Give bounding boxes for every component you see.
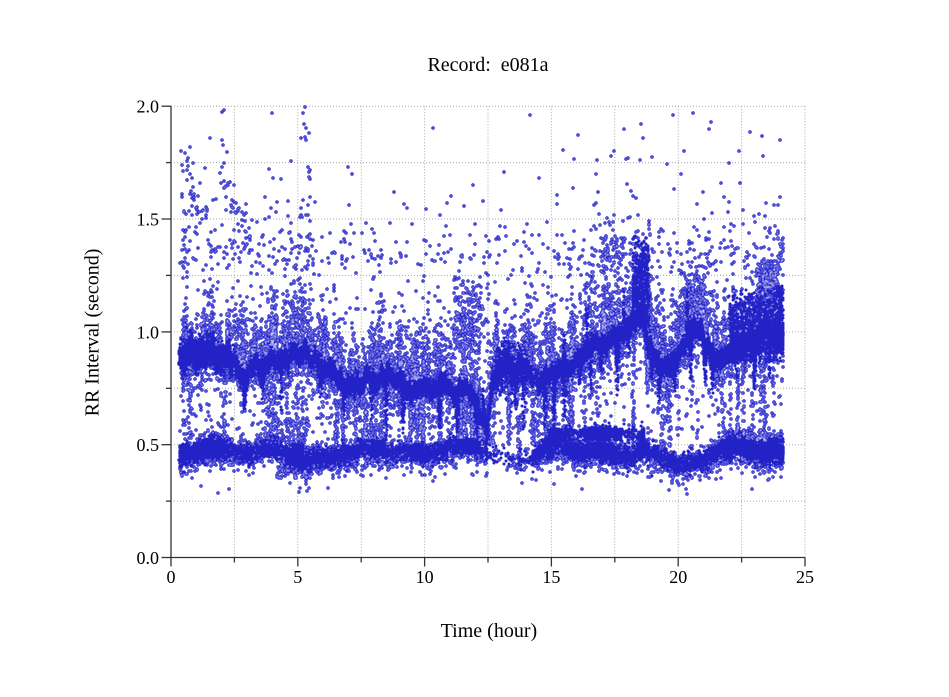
svg-text:0: 0: [167, 567, 176, 587]
svg-text:RR Interval (second): RR Interval (second): [82, 249, 104, 417]
svg-text:1.5: 1.5: [137, 210, 160, 230]
svg-text:15: 15: [542, 567, 560, 587]
svg-text:5: 5: [293, 567, 302, 587]
svg-text:10: 10: [416, 567, 434, 587]
svg-text:20: 20: [669, 567, 687, 587]
svg-text:1.0: 1.0: [137, 322, 160, 342]
svg-text:25: 25: [796, 567, 814, 587]
svg-text:Time (hour): Time (hour): [441, 620, 537, 642]
svg-text:2.0: 2.0: [137, 97, 160, 117]
svg-text:0.5: 0.5: [137, 435, 160, 455]
svg-text:0.0: 0.0: [137, 548, 160, 568]
svg-text:Record: e081a: Record: e081a: [427, 54, 548, 76]
